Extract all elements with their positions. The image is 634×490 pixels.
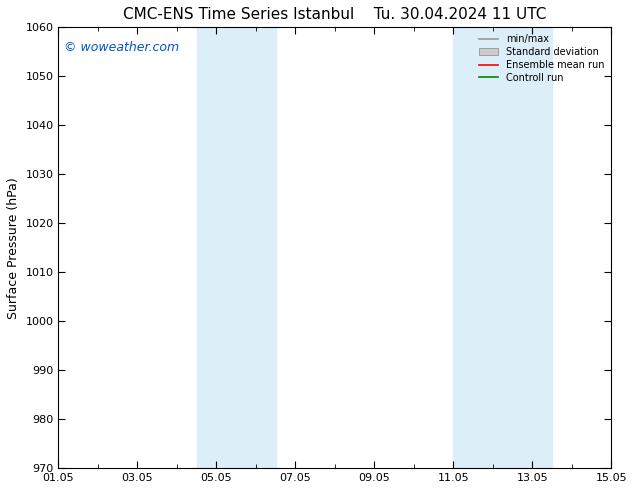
Bar [453, 27, 552, 468]
Legend: min/max, Standard deviation, Ensemble mean run, Controll run: min/max, Standard deviation, Ensemble me… [475, 30, 609, 87]
Y-axis label: Surface Pressure (hPa): Surface Pressure (hPa) [7, 177, 20, 318]
Bar [197, 27, 276, 468]
Title: CMC-ENS Time Series Istanbul    Tu. 30.04.2024 11 UTC: CMC-ENS Time Series Istanbul Tu. 30.04.2… [123, 7, 547, 22]
Text: © woweather.com: © woweather.com [64, 41, 179, 53]
